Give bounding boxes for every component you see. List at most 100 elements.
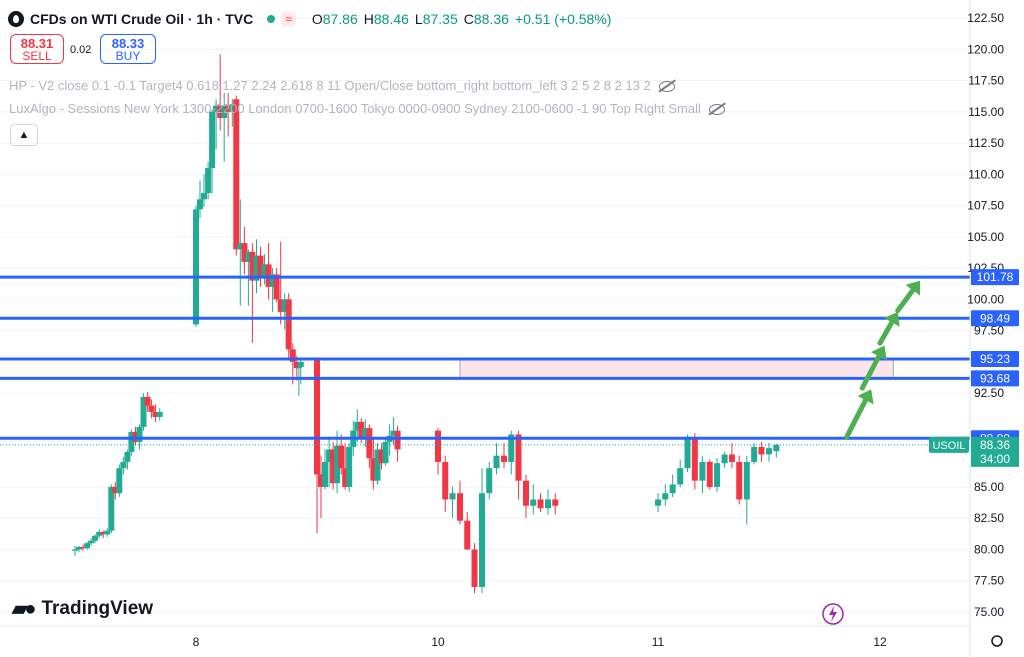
high-label: H bbox=[363, 11, 374, 27]
y-tick-label: 97.50 bbox=[974, 324, 1004, 338]
candle-body bbox=[714, 463, 721, 487]
candle-body bbox=[148, 405, 155, 412]
candle-body bbox=[346, 446, 353, 487]
target-arrow-head bbox=[870, 345, 887, 361]
candle-body bbox=[743, 461, 750, 500]
sell-button[interactable]: 88.31 SELL bbox=[10, 34, 64, 64]
candle-body bbox=[449, 493, 456, 500]
candle-body bbox=[196, 199, 203, 210]
candle-body bbox=[273, 274, 280, 300]
candle-body bbox=[112, 486, 119, 494]
candle-body bbox=[362, 428, 369, 437]
y-tick-label: 80.00 bbox=[974, 542, 1004, 556]
candle-body bbox=[523, 480, 529, 506]
candle-body bbox=[515, 434, 522, 481]
indicator-hp-label: HP - V2 close 0.1 -0.1 Target4 0.618 1.2… bbox=[9, 78, 651, 93]
candle-body bbox=[338, 445, 345, 469]
wave-icon[interactable]: ≈ bbox=[281, 12, 296, 26]
candle-body bbox=[237, 243, 244, 250]
y-tick-label: 110.00 bbox=[968, 167, 1004, 181]
target-arrow-head bbox=[884, 311, 900, 327]
candle-body bbox=[84, 543, 91, 549]
candle-body bbox=[124, 451, 131, 462]
tv-logo-icon: ▰● bbox=[12, 598, 37, 620]
candle-body bbox=[552, 499, 559, 506]
candle-body bbox=[205, 168, 212, 194]
candle-body bbox=[736, 461, 743, 500]
candle-body bbox=[221, 105, 228, 119]
buy-button[interactable]: 88.33 BUY bbox=[100, 34, 156, 64]
eye-hidden-icon[interactable] bbox=[658, 81, 675, 93]
candle-body bbox=[501, 455, 507, 462]
x-tick-label: 12 bbox=[873, 635, 887, 649]
level-badge-label: 95.23 bbox=[980, 352, 1010, 366]
candle-body bbox=[261, 264, 268, 277]
candle-body bbox=[721, 454, 728, 464]
y-tick-label: 107.50 bbox=[967, 199, 1004, 213]
buy-price: 88.33 bbox=[111, 36, 145, 51]
time-axis[interactable]: 8 10 11 12 bbox=[0, 625, 1003, 649]
levels-layer bbox=[0, 275, 970, 446]
y-tick-label: 85.00 bbox=[974, 480, 1004, 494]
level-badge bbox=[971, 351, 1019, 368]
price-axis[interactable]: 122.50 120.00 117.50 115.00 112.50 110.00 107.… bbox=[967, 0, 1004, 657]
candle-body bbox=[684, 436, 691, 469]
lightning-bolt-icon bbox=[829, 606, 837, 622]
open-value: 87.86 bbox=[322, 11, 358, 27]
candle-body bbox=[297, 361, 304, 367]
candle-body bbox=[104, 530, 111, 535]
candle-body bbox=[537, 499, 544, 509]
y-tick-label: 122.50 bbox=[967, 11, 1004, 25]
eye-hidden-icon[interactable] bbox=[708, 104, 725, 116]
candle-body bbox=[265, 264, 272, 287]
candle-body bbox=[442, 461, 449, 500]
level-badge bbox=[971, 310, 1019, 327]
indicator-luxalgo[interactable]: LuxAlgo - Sessions New York 1300-2200 Lo… bbox=[9, 101, 725, 116]
chevron-up-icon[interactable]: ▲ bbox=[10, 124, 38, 146]
candle-body bbox=[92, 535, 99, 541]
settings-gear-icon bbox=[991, 635, 1003, 647]
target-arrow-shaft bbox=[844, 397, 869, 440]
candle-body bbox=[530, 499, 537, 506]
candle-body bbox=[545, 499, 551, 509]
target-zone-layer bbox=[459, 358, 894, 379]
y-tick-label: 112.50 bbox=[968, 136, 1004, 150]
candle-body bbox=[88, 540, 95, 544]
candle-body bbox=[471, 549, 478, 587]
candle-body bbox=[766, 448, 772, 455]
high-value: 88.46 bbox=[373, 11, 409, 27]
candle-body bbox=[75, 546, 82, 550]
target-arrow-head bbox=[857, 389, 874, 405]
indicator-hp[interactable]: HP - V2 close 0.1 -0.1 Target4 0.618 1.2… bbox=[9, 78, 675, 93]
y-tick-label: 120.00 bbox=[967, 42, 1004, 56]
low-value: 87.35 bbox=[422, 11, 458, 27]
candle-body bbox=[378, 449, 385, 464]
candle-body bbox=[277, 299, 284, 312]
y-tick-label: 117.50 bbox=[968, 74, 1004, 88]
candle-body bbox=[96, 531, 103, 536]
x-tick-label: 10 bbox=[431, 635, 445, 649]
candle-body bbox=[669, 484, 676, 494]
candle-body bbox=[152, 411, 159, 417]
candle-body bbox=[370, 458, 377, 481]
candle-body bbox=[330, 449, 337, 484]
close-label: C bbox=[463, 11, 474, 27]
price-badges-layer: 101.7898.4995.2393.6888.89USOIL88.3634:0… bbox=[929, 269, 1019, 467]
candle-body bbox=[79, 546, 86, 549]
candle-body bbox=[225, 105, 232, 112]
candle-body bbox=[295, 366, 302, 369]
candle-body bbox=[128, 431, 135, 452]
open-label: O bbox=[311, 11, 323, 27]
candle-body bbox=[249, 251, 256, 281]
candle-body bbox=[394, 430, 401, 450]
countdown-label: 34:00 bbox=[980, 452, 1010, 466]
candle-body bbox=[136, 426, 143, 442]
candle-body bbox=[317, 474, 324, 487]
indicator-luxalgo-label: LuxAlgo - Sessions New York 1300-2200 Lo… bbox=[9, 101, 701, 116]
symbol-title[interactable]: CFDs on WTI Crude Oil · 1h · TVC bbox=[30, 11, 254, 27]
target-zone bbox=[459, 358, 894, 379]
candle-body bbox=[156, 411, 163, 417]
y-tick-label: 82.50 bbox=[974, 511, 1004, 525]
brand-name: TradingView bbox=[41, 597, 154, 619]
